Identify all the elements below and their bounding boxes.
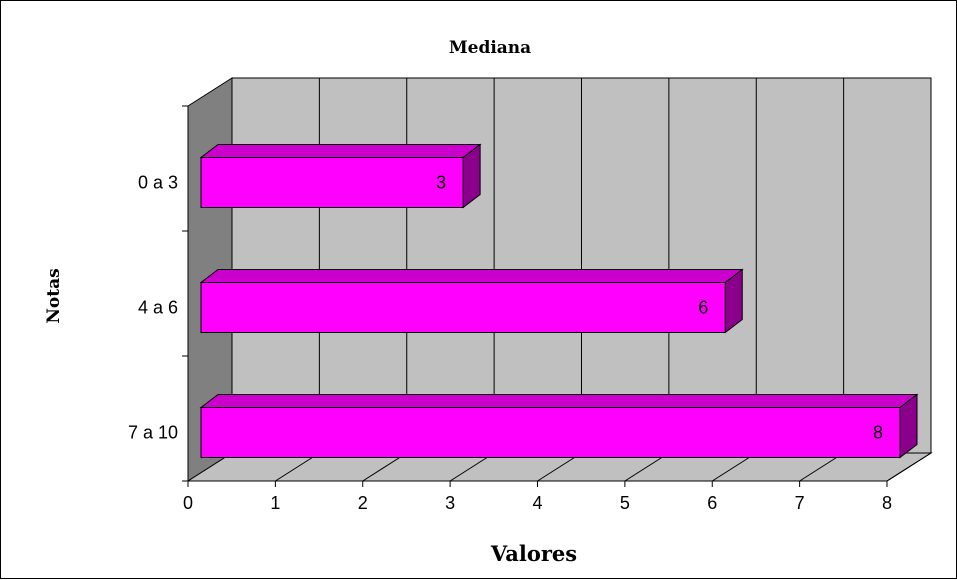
bars: 3 6 8 — [199, 143, 919, 459]
x-tick-label: 8 — [882, 493, 892, 513]
bar — [200, 157, 464, 208]
data-label: 8 — [873, 423, 883, 443]
bar-top — [199, 144, 482, 158]
data-label: 3 — [436, 173, 446, 193]
y-tick-label: 0 a 3 — [138, 173, 178, 193]
x-tick-label: 0 — [183, 493, 193, 513]
x-tick-label: 3 — [445, 493, 455, 513]
y-tick-label: 4 a 6 — [138, 298, 178, 318]
chart-title: Mediana — [449, 38, 531, 58]
x-tick-label: 7 — [795, 493, 805, 513]
x-tick-label: 6 — [707, 493, 717, 513]
bar — [200, 282, 726, 333]
y-axis-title: Notas — [44, 268, 64, 323]
x-tick-label: 5 — [620, 493, 630, 513]
bar — [200, 407, 901, 458]
x-tick-label: 4 — [532, 493, 542, 513]
x-tick-label: 1 — [270, 493, 280, 513]
data-label: 6 — [698, 298, 708, 318]
x-axis-title: Valores — [490, 541, 577, 566]
y-tick-label: 7 a 10 — [128, 423, 178, 443]
bar-top — [199, 269, 744, 283]
y-tick-labels: 0 a 3 4 a 6 7 a 10 — [128, 105, 189, 482]
floor-gridline — [886, 452, 932, 482]
bar-top — [199, 394, 919, 408]
x-tick-labels: 0 1 2 3 4 5 6 7 8 — [183, 480, 892, 513]
x-tick-label: 2 — [358, 493, 368, 513]
